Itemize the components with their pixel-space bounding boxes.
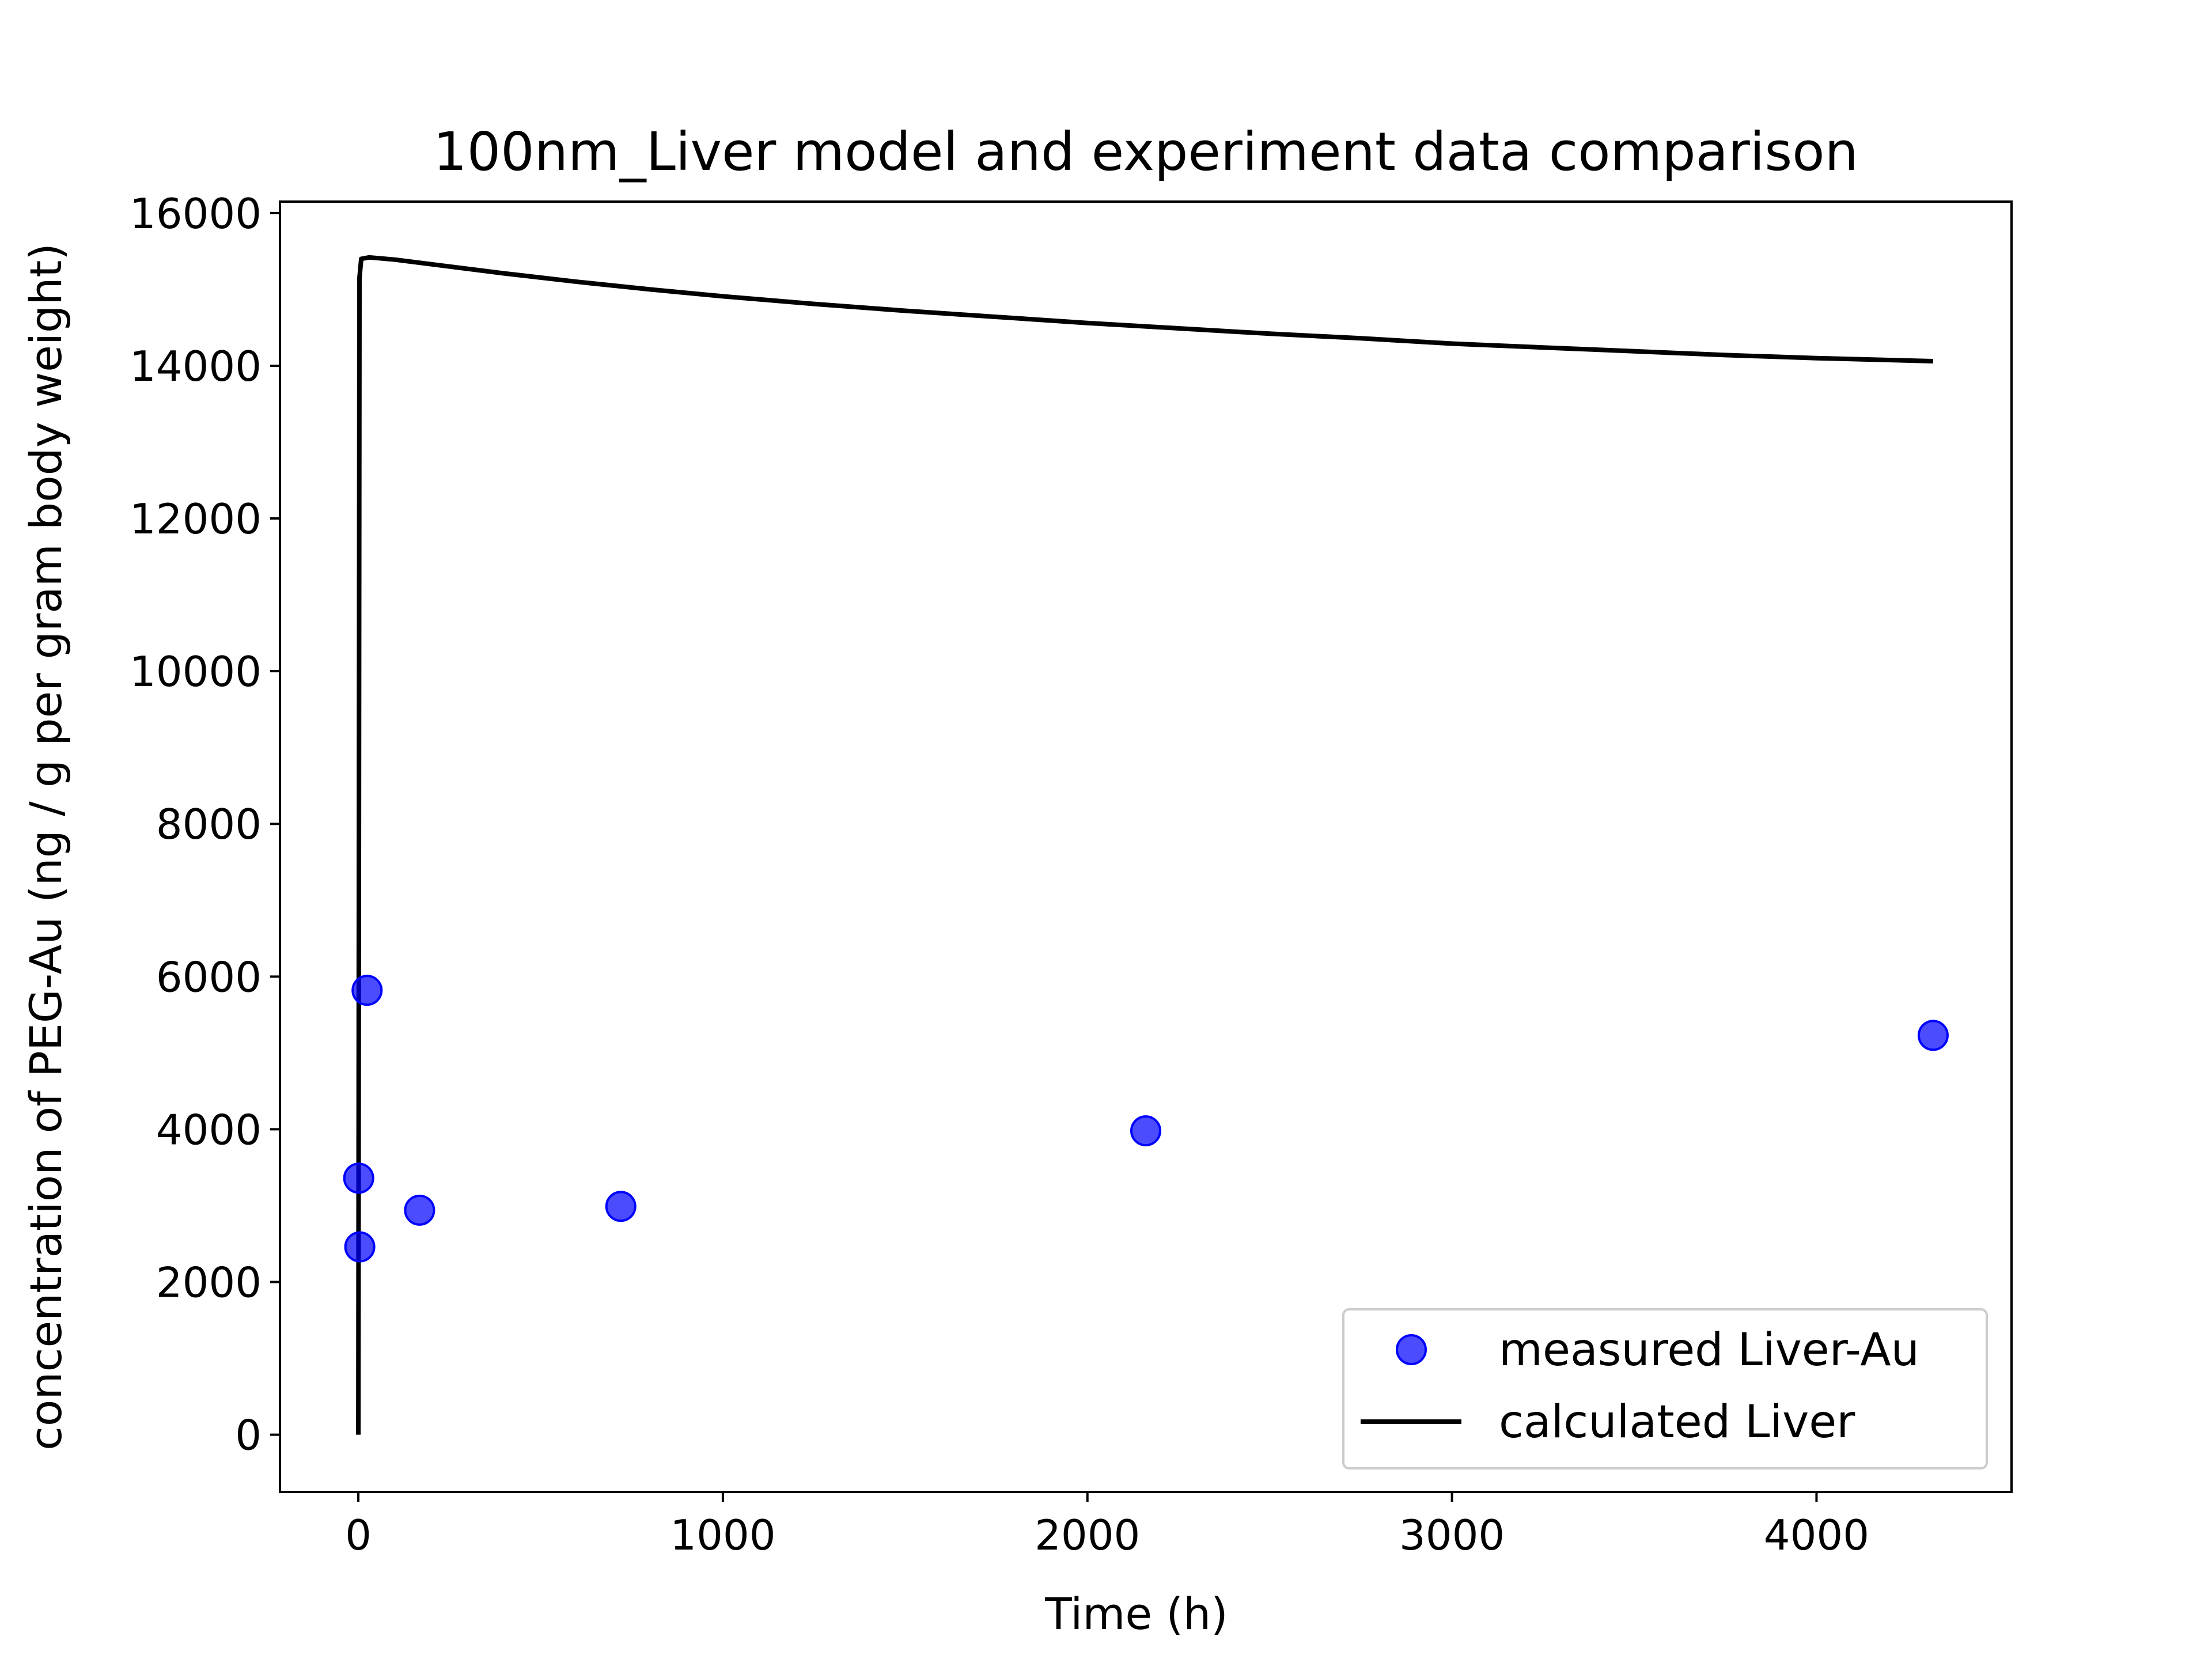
- y-tick-label: 12000: [130, 495, 262, 543]
- point-layer: [343, 975, 1949, 1263]
- measured-liver-point: [404, 1194, 435, 1226]
- x-tick-label: 4000: [1764, 1511, 1869, 1559]
- measured-liver-point: [344, 1231, 376, 1263]
- y-tick-label: 14000: [130, 342, 262, 391]
- x-tick-label: 3000: [1399, 1511, 1505, 1559]
- x-axis-label: Time (h): [1044, 1588, 1228, 1639]
- measured-liver-point: [605, 1191, 637, 1222]
- y-tick-label: 2000: [156, 1259, 262, 1307]
- calculated-liver-line: [356, 255, 1934, 1435]
- plot-frame: [279, 200, 2013, 1493]
- y-tick-label: 0: [235, 1411, 262, 1460]
- legend-label-measured: measured Liver-Au: [1499, 1324, 1919, 1376]
- line-layer: [356, 255, 1934, 1435]
- plot-area: [279, 200, 2013, 1493]
- y-tick-label: 10000: [130, 647, 262, 696]
- y-axis-ticks: 0 2000 4000 6000 8000 10000 12000 14000 16000: [130, 190, 280, 1460]
- x-tick-label: 0: [345, 1511, 372, 1559]
- measured-liver-point: [1130, 1115, 1161, 1147]
- legend-frame: [1342, 1308, 1988, 1469]
- chart-title: 100nm_Liver model and experiment data co…: [433, 121, 1858, 183]
- legend-marker-measured: [1396, 1334, 1427, 1365]
- legend: measured Liver-Au calculated Liver: [1342, 1308, 1988, 1469]
- x-tick-label: 2000: [1035, 1511, 1140, 1559]
- measured-liver-point: [351, 975, 383, 1006]
- y-tick-label: 8000: [156, 800, 262, 849]
- measured-liver-point: [1917, 1020, 1949, 1051]
- measured-liver-point: [343, 1162, 374, 1194]
- legend-label-calculated: calculated Liver: [1499, 1396, 1855, 1448]
- x-tick-label: 1000: [670, 1511, 775, 1559]
- y-tick-label: 6000: [156, 953, 262, 1001]
- y-axis-label: concentration of PEG-Au (ng / g per gram…: [20, 243, 71, 1450]
- x-axis-ticks: 0 1000 2000 3000 4000: [345, 1492, 1869, 1559]
- y-tick-label: 4000: [156, 1105, 262, 1154]
- y-tick-label: 16000: [130, 190, 262, 238]
